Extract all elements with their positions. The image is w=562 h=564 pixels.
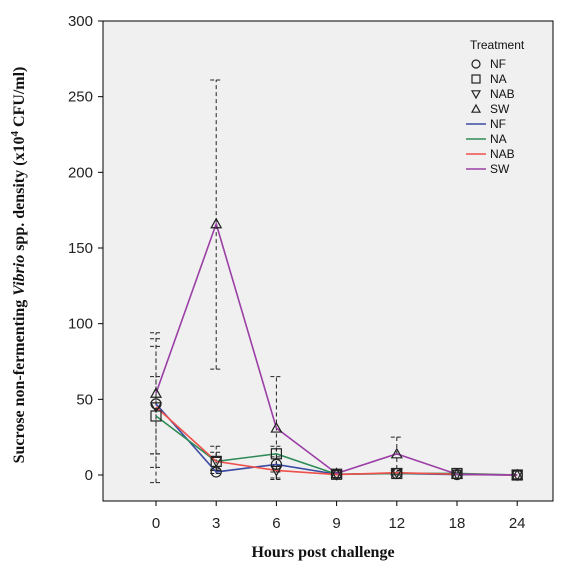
y-tick-label: 250 xyxy=(68,89,93,106)
data-point-nab xyxy=(390,468,403,479)
y-tick-label: 50 xyxy=(76,391,93,408)
data-point-sw xyxy=(210,217,223,229)
data-point-sw xyxy=(450,468,464,479)
x-tick-label: 6 xyxy=(272,515,280,532)
legend-marker-nf xyxy=(471,59,481,69)
legend-marker-sw xyxy=(470,103,482,113)
x-tick-label: 3 xyxy=(212,515,220,532)
data-point-nab xyxy=(149,402,163,414)
legend-label: SW xyxy=(490,102,510,116)
y-tick-label: 300 xyxy=(68,13,93,30)
series-line-sw xyxy=(155,221,518,476)
data-point-nab xyxy=(330,469,343,481)
x-tick-label: 24 xyxy=(509,515,526,532)
legend-label: SW xyxy=(490,162,510,176)
data-point-na xyxy=(270,448,282,460)
data-point-sw xyxy=(330,467,343,479)
y-tick-label: 100 xyxy=(68,316,93,333)
data-point-sw xyxy=(270,421,283,433)
y-tick-label: 150 xyxy=(68,240,93,257)
x-tick-label: 18 xyxy=(449,515,466,532)
legend-label: NA xyxy=(490,72,507,86)
x-tick-label: 0 xyxy=(152,515,160,532)
y-axis: 0 50 100 150 200 250 300 xyxy=(68,13,104,501)
legend-marker-na xyxy=(471,74,481,84)
x-axis: 0 3 6 9 12 18 24 xyxy=(103,500,553,532)
legend-marker-nab xyxy=(470,90,482,100)
data-point-nab xyxy=(210,456,223,468)
x-tick-label: 12 xyxy=(388,515,405,532)
legend-label: NAB xyxy=(490,147,515,161)
data-point-nab xyxy=(270,465,283,477)
y-tick-label: 200 xyxy=(68,164,93,181)
data-point-sw xyxy=(390,447,403,459)
legend-label: NF xyxy=(490,117,506,131)
data-point-sw xyxy=(149,387,163,398)
legend-label: NA xyxy=(490,132,507,146)
series-markers xyxy=(149,217,524,482)
series-lines xyxy=(155,221,518,476)
x-axis-title: Hours post challenge xyxy=(251,544,394,561)
plot-area xyxy=(102,20,554,502)
data-point-sw xyxy=(511,468,524,480)
legend-label: NAB xyxy=(490,87,515,101)
y-tick-label: 0 xyxy=(85,467,93,484)
y-axis-title: Sucrose non-fermenting Vibrio spp. densi… xyxy=(9,67,28,464)
x-tick-label: 9 xyxy=(332,515,340,532)
legend-label: NF xyxy=(490,57,506,71)
legend-title: Treatment xyxy=(470,38,525,52)
